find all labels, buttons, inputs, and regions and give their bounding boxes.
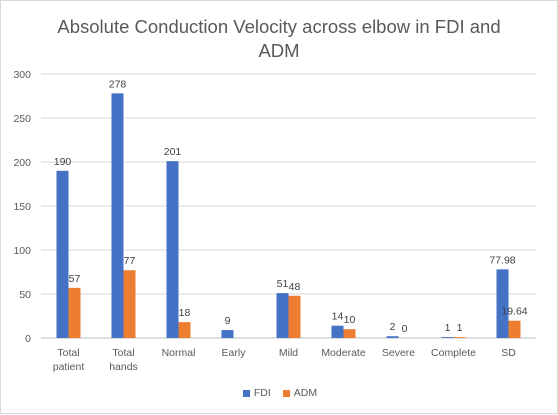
bar-fdi: [386, 336, 399, 338]
bar-fdi: [496, 269, 509, 338]
chart-title: Absolute Conduction Velocity across elbo…: [57, 16, 501, 61]
data-label: 9: [225, 315, 231, 327]
legend-item-fdi: FDI: [242, 387, 271, 399]
data-label: 278: [109, 78, 127, 90]
data-label: 10: [344, 314, 356, 326]
y-tick-label: 300: [13, 69, 31, 81]
bar-fdi: [331, 325, 344, 338]
y-tick-label: 250: [13, 113, 31, 125]
y-tick-label: 0: [25, 333, 31, 345]
y-tick-label: 200: [13, 157, 31, 169]
bar-adm: [123, 270, 136, 338]
x-tick-label: Total: [57, 347, 79, 359]
x-tick-label: Complete: [431, 347, 476, 359]
data-label: 14: [332, 311, 344, 323]
bar-adm: [68, 287, 81, 338]
bar-fdi: [221, 330, 234, 338]
data-label: 1: [457, 322, 463, 334]
bar-fdi: [111, 93, 124, 338]
bar-fdi: [56, 170, 69, 338]
bar-adm: [343, 329, 356, 338]
data-label: 57: [69, 273, 81, 285]
x-tick-label: Total: [112, 347, 134, 359]
x-tick-label: Early: [222, 347, 247, 359]
legend-label: FDI: [253, 387, 271, 399]
data-label: 2: [390, 321, 396, 333]
legend-item-adm: ADM: [282, 387, 318, 399]
data-label: 77: [124, 255, 136, 267]
data-label: 51: [277, 278, 289, 290]
x-tick-label: Mild: [279, 347, 298, 359]
y-tick-label: 50: [19, 289, 31, 301]
bar-fdi: [166, 161, 179, 338]
x-tick-label: SD: [501, 347, 516, 359]
bar-adm: [453, 337, 466, 338]
data-label: 48: [289, 281, 301, 293]
bar-adm: [288, 295, 301, 338]
x-tick-label: Moderate: [321, 347, 366, 359]
y-tick-label: 100: [13, 245, 31, 257]
data-label: 201: [164, 146, 182, 158]
x-tick-label: Severe: [382, 347, 415, 359]
x-tick-label: Normal: [162, 347, 196, 359]
bar-adm: [178, 322, 191, 338]
legend: FDI ADM: [1, 387, 558, 399]
bar-fdi: [441, 337, 454, 338]
legend-swatch: [282, 389, 290, 397]
x-tick-label: patient: [53, 361, 85, 373]
data-label: 1: [445, 322, 451, 334]
bar-fdi: [276, 293, 289, 338]
bar-adm: [508, 320, 521, 338]
data-label: 19.64: [501, 306, 527, 318]
x-tick-label: hands: [109, 361, 138, 373]
data-label: 77.98: [489, 254, 515, 266]
data-label: 18: [179, 307, 191, 319]
data-label: 0: [402, 323, 408, 335]
legend-swatch: [242, 389, 250, 397]
y-tick-label: 150: [13, 201, 31, 213]
legend-label: ADM: [293, 387, 318, 399]
data-label: 190: [54, 156, 72, 168]
